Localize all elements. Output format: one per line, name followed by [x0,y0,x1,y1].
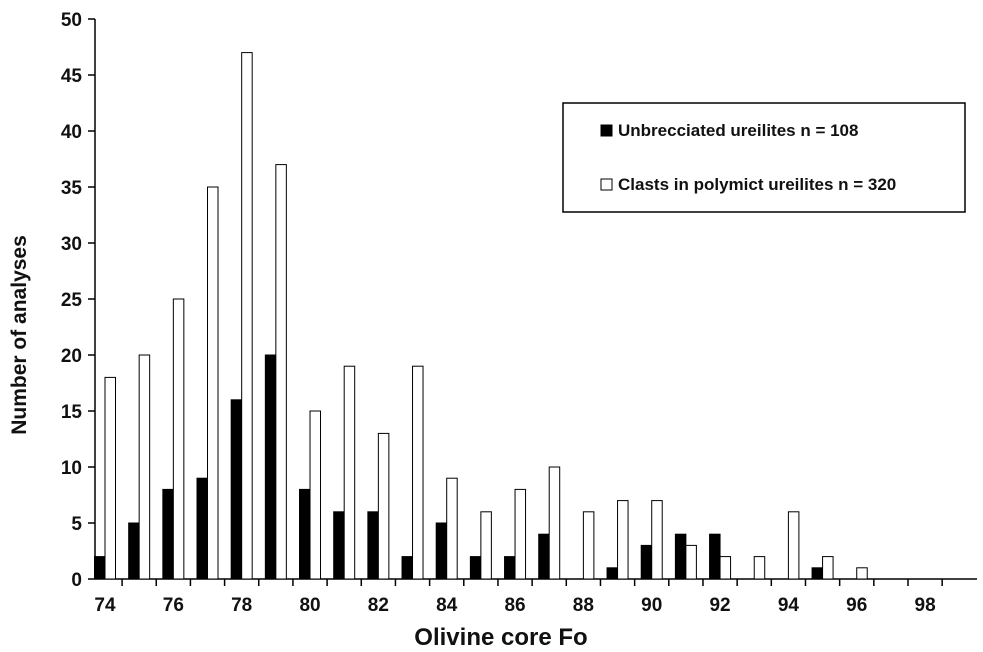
bar-unbrecciated [606,567,619,580]
bar-unbrecciated [230,399,243,580]
bar-unbrecciated [469,556,482,580]
bar-unbrecciated [333,511,345,580]
bar-clasts [104,376,116,580]
bar-unbrecciated [299,488,311,580]
bar-unbrecciated [94,556,106,580]
bar-unbrecciated [128,522,140,580]
legend-label-clasts: Clasts in polymict ureilites n = 320 [618,175,896,194]
bar-clasts [582,511,595,580]
y-tick-label: 20 [61,346,82,367]
x-tick-label: 92 [709,595,730,616]
bar-clasts [617,500,629,580]
x-tick-label: 78 [231,595,252,616]
bar-unbrecciated [640,544,653,580]
bar-clasts [753,556,766,580]
y-tick-label: 15 [61,402,83,423]
bar-unbrecciated [538,533,550,580]
bar-clasts [309,410,322,580]
x-tick-label: 98 [915,595,936,616]
y-axis-title: Number of analyses [8,235,31,435]
bar-unbrecciated [674,533,687,580]
bar-unbrecciated [504,556,516,580]
bar-clasts [856,567,868,580]
y-tick-label: 25 [61,290,83,311]
y-tick-label: 10 [61,458,82,479]
bar-unbrecciated [196,477,209,580]
bar-clasts [343,365,356,580]
bar-clasts [412,365,424,580]
legend-box [562,102,966,213]
bar-unbrecciated [811,567,824,580]
y-tick-label: 5 [71,514,82,535]
x-tick-label: 96 [846,595,867,616]
y-tick-label: 30 [61,234,82,255]
bar-clasts [172,298,185,580]
bar-clasts [446,477,458,580]
x-tick-label: 94 [778,595,800,616]
x-axis: 74 76 78 80 82 84 86 88 90 92 94 96 98 [94,578,977,616]
y-tick-label: 50 [61,10,82,31]
bar-clasts [822,556,834,580]
x-tick-label: 76 [163,595,184,616]
bar-clasts [480,511,492,580]
bar-clasts [207,186,219,580]
x-tick-label: 80 [299,595,320,616]
bar-unbrecciated [162,488,174,580]
bar-clasts [138,354,151,580]
x-axis-title: Olivine core Fo [414,624,587,651]
bar-clasts [685,544,697,580]
bar-clasts [548,466,561,580]
bars [94,52,868,580]
y-axis: 0 5 10 15 20 25 30 35 40 45 50 [61,10,96,591]
legend-swatch-clasts [600,178,613,191]
bar-clasts [514,488,527,580]
y-tick-label: 0 [71,570,82,591]
bar-clasts [241,52,253,580]
x-tick-label: 88 [573,595,594,616]
bar-clasts [275,164,287,580]
x-tick-label: 82 [368,595,389,616]
bar-unbrecciated [401,556,414,580]
x-tick-label: 84 [436,595,458,616]
bar-clasts [719,556,732,580]
bar-clasts [651,500,663,580]
bar-unbrecciated [367,511,379,580]
bar-clasts [377,432,390,580]
y-tick-label: 35 [61,178,83,199]
legend: Unbrecciated ureilites n = 108 Clasts in… [562,102,966,213]
legend-label-unbrecciated: Unbrecciated ureilites n = 108 [618,121,858,140]
x-tick-label: 90 [641,595,662,616]
x-tick-label: 74 [94,595,116,616]
bar-unbrecciated [709,533,721,580]
x-tick-label: 86 [504,595,525,616]
bar-clasts [787,511,800,580]
bar-unbrecciated [264,354,277,580]
bar-unbrecciated [435,522,448,580]
y-tick-label: 40 [61,122,82,143]
legend-swatch-unbrecciated [600,124,613,137]
y-tick-label: 45 [61,66,83,87]
